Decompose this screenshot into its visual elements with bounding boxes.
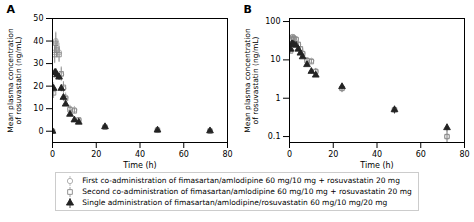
svg-text:0: 0 <box>50 150 55 159</box>
svg-text:10: 10 <box>270 55 280 64</box>
svg-text:80: 80 <box>222 150 232 159</box>
svg-text:60: 60 <box>416 150 426 159</box>
html-text:Single administration of fimas: Single administration of fimasartan/amlo… <box>82 198 388 207</box>
svg-text:0: 0 <box>287 150 292 159</box>
svg-text:40: 40 <box>372 150 382 159</box>
html-text:First co-administration of fim: First co-administration of fimasartan/am… <box>82 176 400 185</box>
svg-text:A: A <box>7 3 16 16</box>
svg-text:20: 20 <box>328 150 338 159</box>
svg-text:10: 10 <box>33 104 43 113</box>
svg-text:1: 1 <box>275 94 280 103</box>
svg-text:80: 80 <box>459 150 469 159</box>
svg-text:20: 20 <box>91 150 101 159</box>
svg-text:60: 60 <box>179 150 189 159</box>
svg-text:Time (h): Time (h) <box>359 161 393 170</box>
svg-text:B: B <box>244 3 252 16</box>
svg-text:Mean plasma concentrationof ro: Mean plasma concentrationof rosuvastatin… <box>243 28 260 133</box>
svg-text:0.1: 0.1 <box>268 132 281 141</box>
svg-text:40: 40 <box>135 150 145 159</box>
svg-text:50: 50 <box>33 14 43 23</box>
svg-text:0: 0 <box>38 127 43 136</box>
svg-text:40: 40 <box>33 37 43 46</box>
svg-text:Time (h): Time (h) <box>122 161 156 170</box>
svg-text:Mean plasma concentrationof ro: Mean plasma concentrationof rosuvastatin… <box>6 28 23 133</box>
svg-text:20: 20 <box>33 82 43 91</box>
html-text:Second co-administration of fi: Second co-administration of fimasartan/a… <box>82 187 412 196</box>
svg-text:100: 100 <box>265 17 280 26</box>
svg-text:30: 30 <box>33 59 43 68</box>
